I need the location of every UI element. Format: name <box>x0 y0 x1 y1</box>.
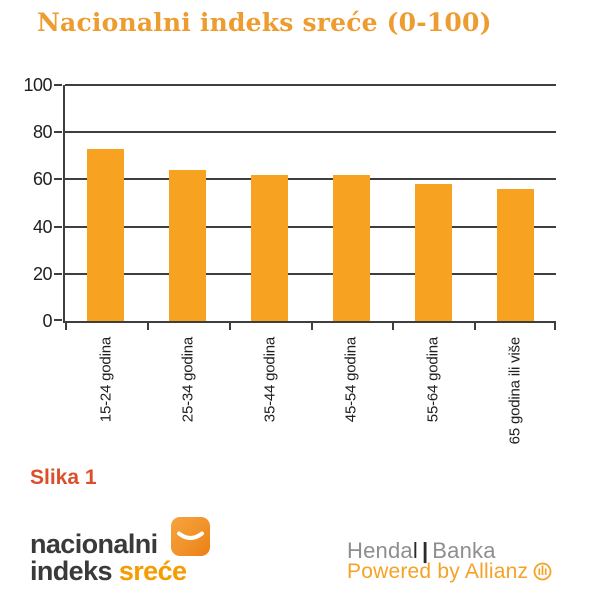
gridline-40 <box>65 225 556 228</box>
bar-15-24-godina <box>87 148 125 321</box>
plot-area <box>54 84 556 330</box>
y-tick-label-60: 60 <box>32 169 53 190</box>
x-axis-tick-4 <box>392 323 394 330</box>
gridline-20 <box>65 272 556 275</box>
smile-icon <box>171 517 210 556</box>
bar-65-godina-ili-više <box>496 188 534 321</box>
agency-partner: Banka <box>432 538 496 563</box>
y-axis-tick-40 <box>54 225 62 228</box>
x-axis-tick-6 <box>554 323 556 330</box>
nacionalni-indeks-srece-logo: nacionalni indeks sreće <box>30 529 187 586</box>
x-axis-tick-5 <box>474 323 476 330</box>
y-tick-label-80: 80 <box>32 122 53 143</box>
bar-25-34-godina <box>169 169 207 321</box>
y-axis-tick-100 <box>54 84 62 86</box>
agency-name: Henda <box>347 538 413 563</box>
gridline-80 <box>65 131 556 134</box>
bar-35-44-godina <box>251 174 289 321</box>
gridline-60 <box>65 178 556 181</box>
x-category-label-3: 45-54 godina <box>342 337 360 423</box>
y-tick-label-40: 40 <box>32 216 53 237</box>
bar-45-54-godina <box>332 174 370 321</box>
x-category-label-0: 15-24 godina <box>97 337 115 423</box>
y-axis-tick-80 <box>54 131 62 134</box>
x-category-label-1: 25-34 godina <box>179 337 197 423</box>
x-axis-tick-1 <box>147 323 149 330</box>
x-axis-tick-2 <box>229 323 231 330</box>
bar-55-64-godina <box>414 184 452 321</box>
y-axis-tick-20 <box>54 272 62 275</box>
powered-by-allianz: Powered by Allianz <box>347 561 552 582</box>
logo-line2-accent: sreće <box>118 556 187 586</box>
gridline-100 <box>65 84 556 86</box>
logo-line1: nacionalni <box>30 529 158 559</box>
y-tick-label-20: 20 <box>32 263 53 284</box>
figure-caption: Slika 1 <box>30 466 97 489</box>
y-axis-tick-0 <box>54 319 62 321</box>
powered-label: Powered by <box>347 560 460 583</box>
chart-title: Nacionalni indeks sreće (0-100) <box>37 8 492 37</box>
logo-line2-dark: indeks <box>30 556 119 586</box>
x-category-label-5: 65 godina ili više <box>506 337 524 445</box>
x-axis-tick-3 <box>311 323 313 330</box>
x-category-label-2: 35-44 godina <box>261 337 279 423</box>
powered-brand: Allianz <box>464 560 529 583</box>
x-axis-tick-0 <box>65 323 67 330</box>
smile-curve <box>177 531 204 540</box>
allianz-eagle-icon <box>533 562 552 581</box>
agency-name-bold-l: l <box>412 538 418 563</box>
x-category-label-4: 55-64 godina <box>424 337 442 423</box>
y-tick-label-0: 0 <box>42 311 52 331</box>
hendal-banka-logo: Hendal | Banka <box>347 540 496 562</box>
y-tick-label-100: 100 <box>23 75 52 95</box>
y-axis-tick-60 <box>54 178 62 181</box>
agency-separator: | <box>421 538 429 563</box>
